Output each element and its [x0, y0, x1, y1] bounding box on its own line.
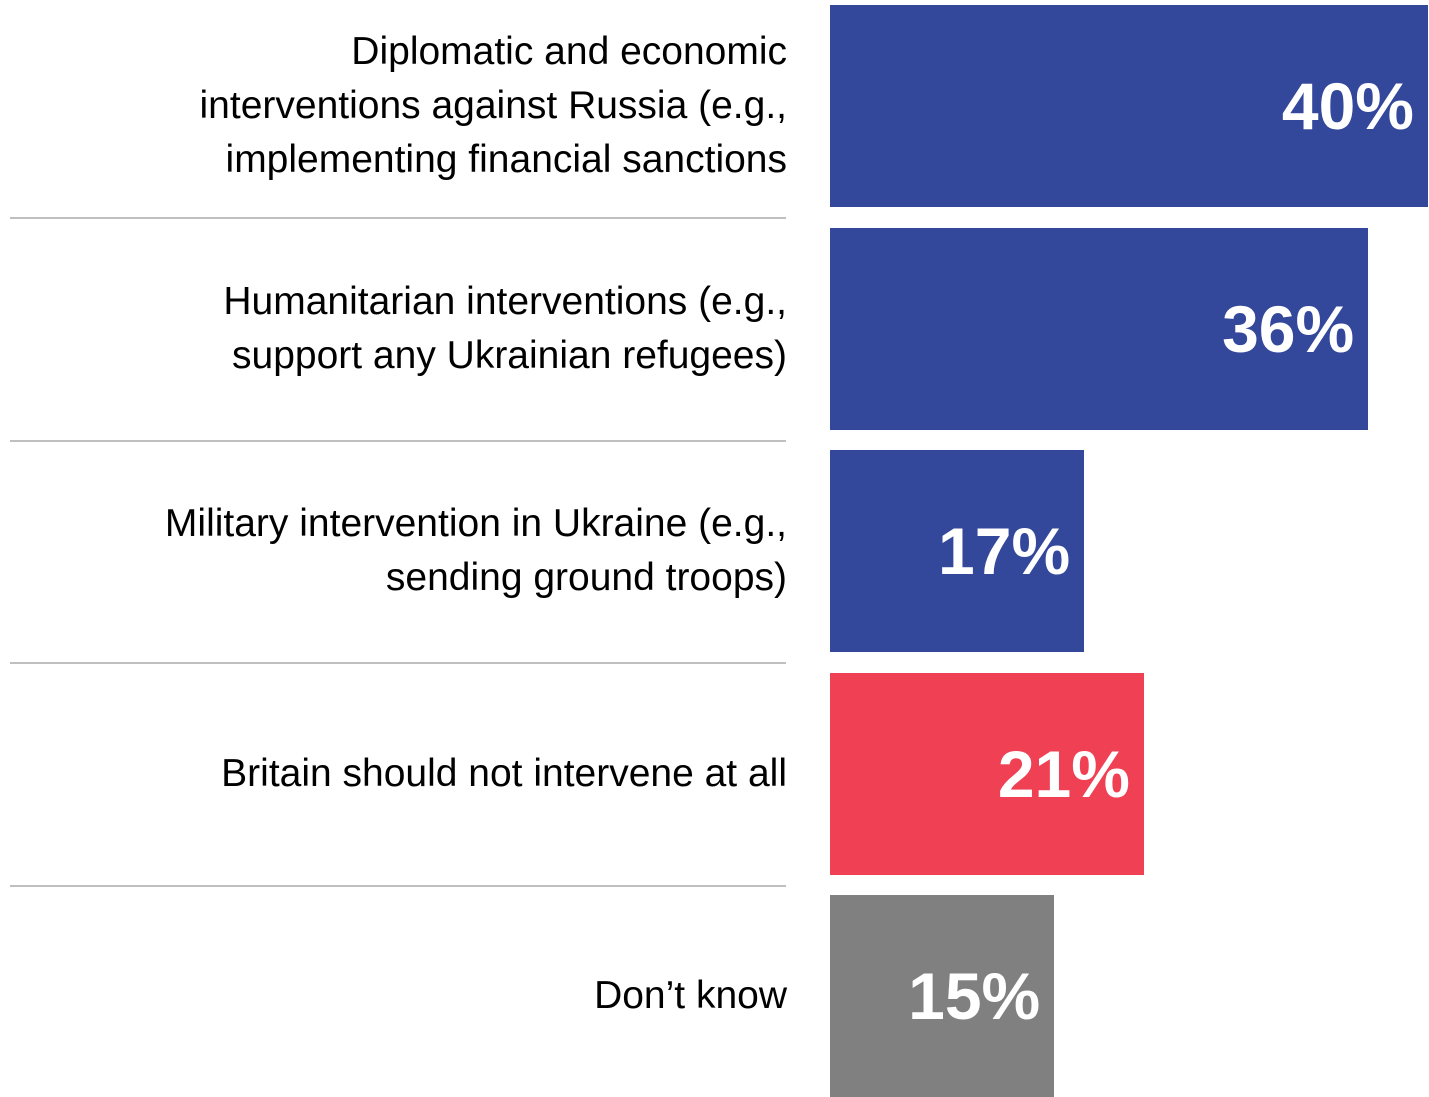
category-label-line: Military intervention in Ukraine (e.g., [164, 502, 787, 545]
category-label: Humanitarian interventions (e.g., support… [0, 228, 787, 430]
category-label-line: support any Ukrainian refugees) [232, 333, 787, 377]
category-label: Military intervention in Ukraine (e.g., s… [0, 450, 787, 652]
bar-value-label: 17% [938, 514, 1071, 588]
bar [830, 672, 1144, 875]
row-separator [10, 884, 786, 887]
row-separator [10, 217, 786, 219]
bar-value-label: 15% [908, 959, 1041, 1033]
category-label-line: Humanitarian interventions (e.g., [223, 279, 787, 323]
category-label: Diplomatic and economic interventions aga… [0, 5, 787, 207]
bar-value-label: 36% [1222, 291, 1355, 366]
row-separator [10, 662, 786, 664]
category-label: Don’t know [594, 974, 787, 1017]
category-label-line: implementing financial sanctions [225, 138, 787, 181]
bar [830, 895, 1055, 1097]
category-label: Britain should not intervene at all [221, 751, 787, 795]
bar [830, 5, 1428, 207]
bar [830, 227, 1369, 430]
row-separator [10, 439, 786, 442]
category-label-line: Diplomatic and economic [351, 30, 787, 73]
category-label-line: interventions against Russia (e.g., [199, 84, 787, 127]
bar-value-label: 40% [1281, 69, 1414, 143]
bar [830, 450, 1085, 652]
category-label-line: sending ground troops) [385, 556, 787, 599]
bar-value-label: 21% [997, 736, 1130, 811]
